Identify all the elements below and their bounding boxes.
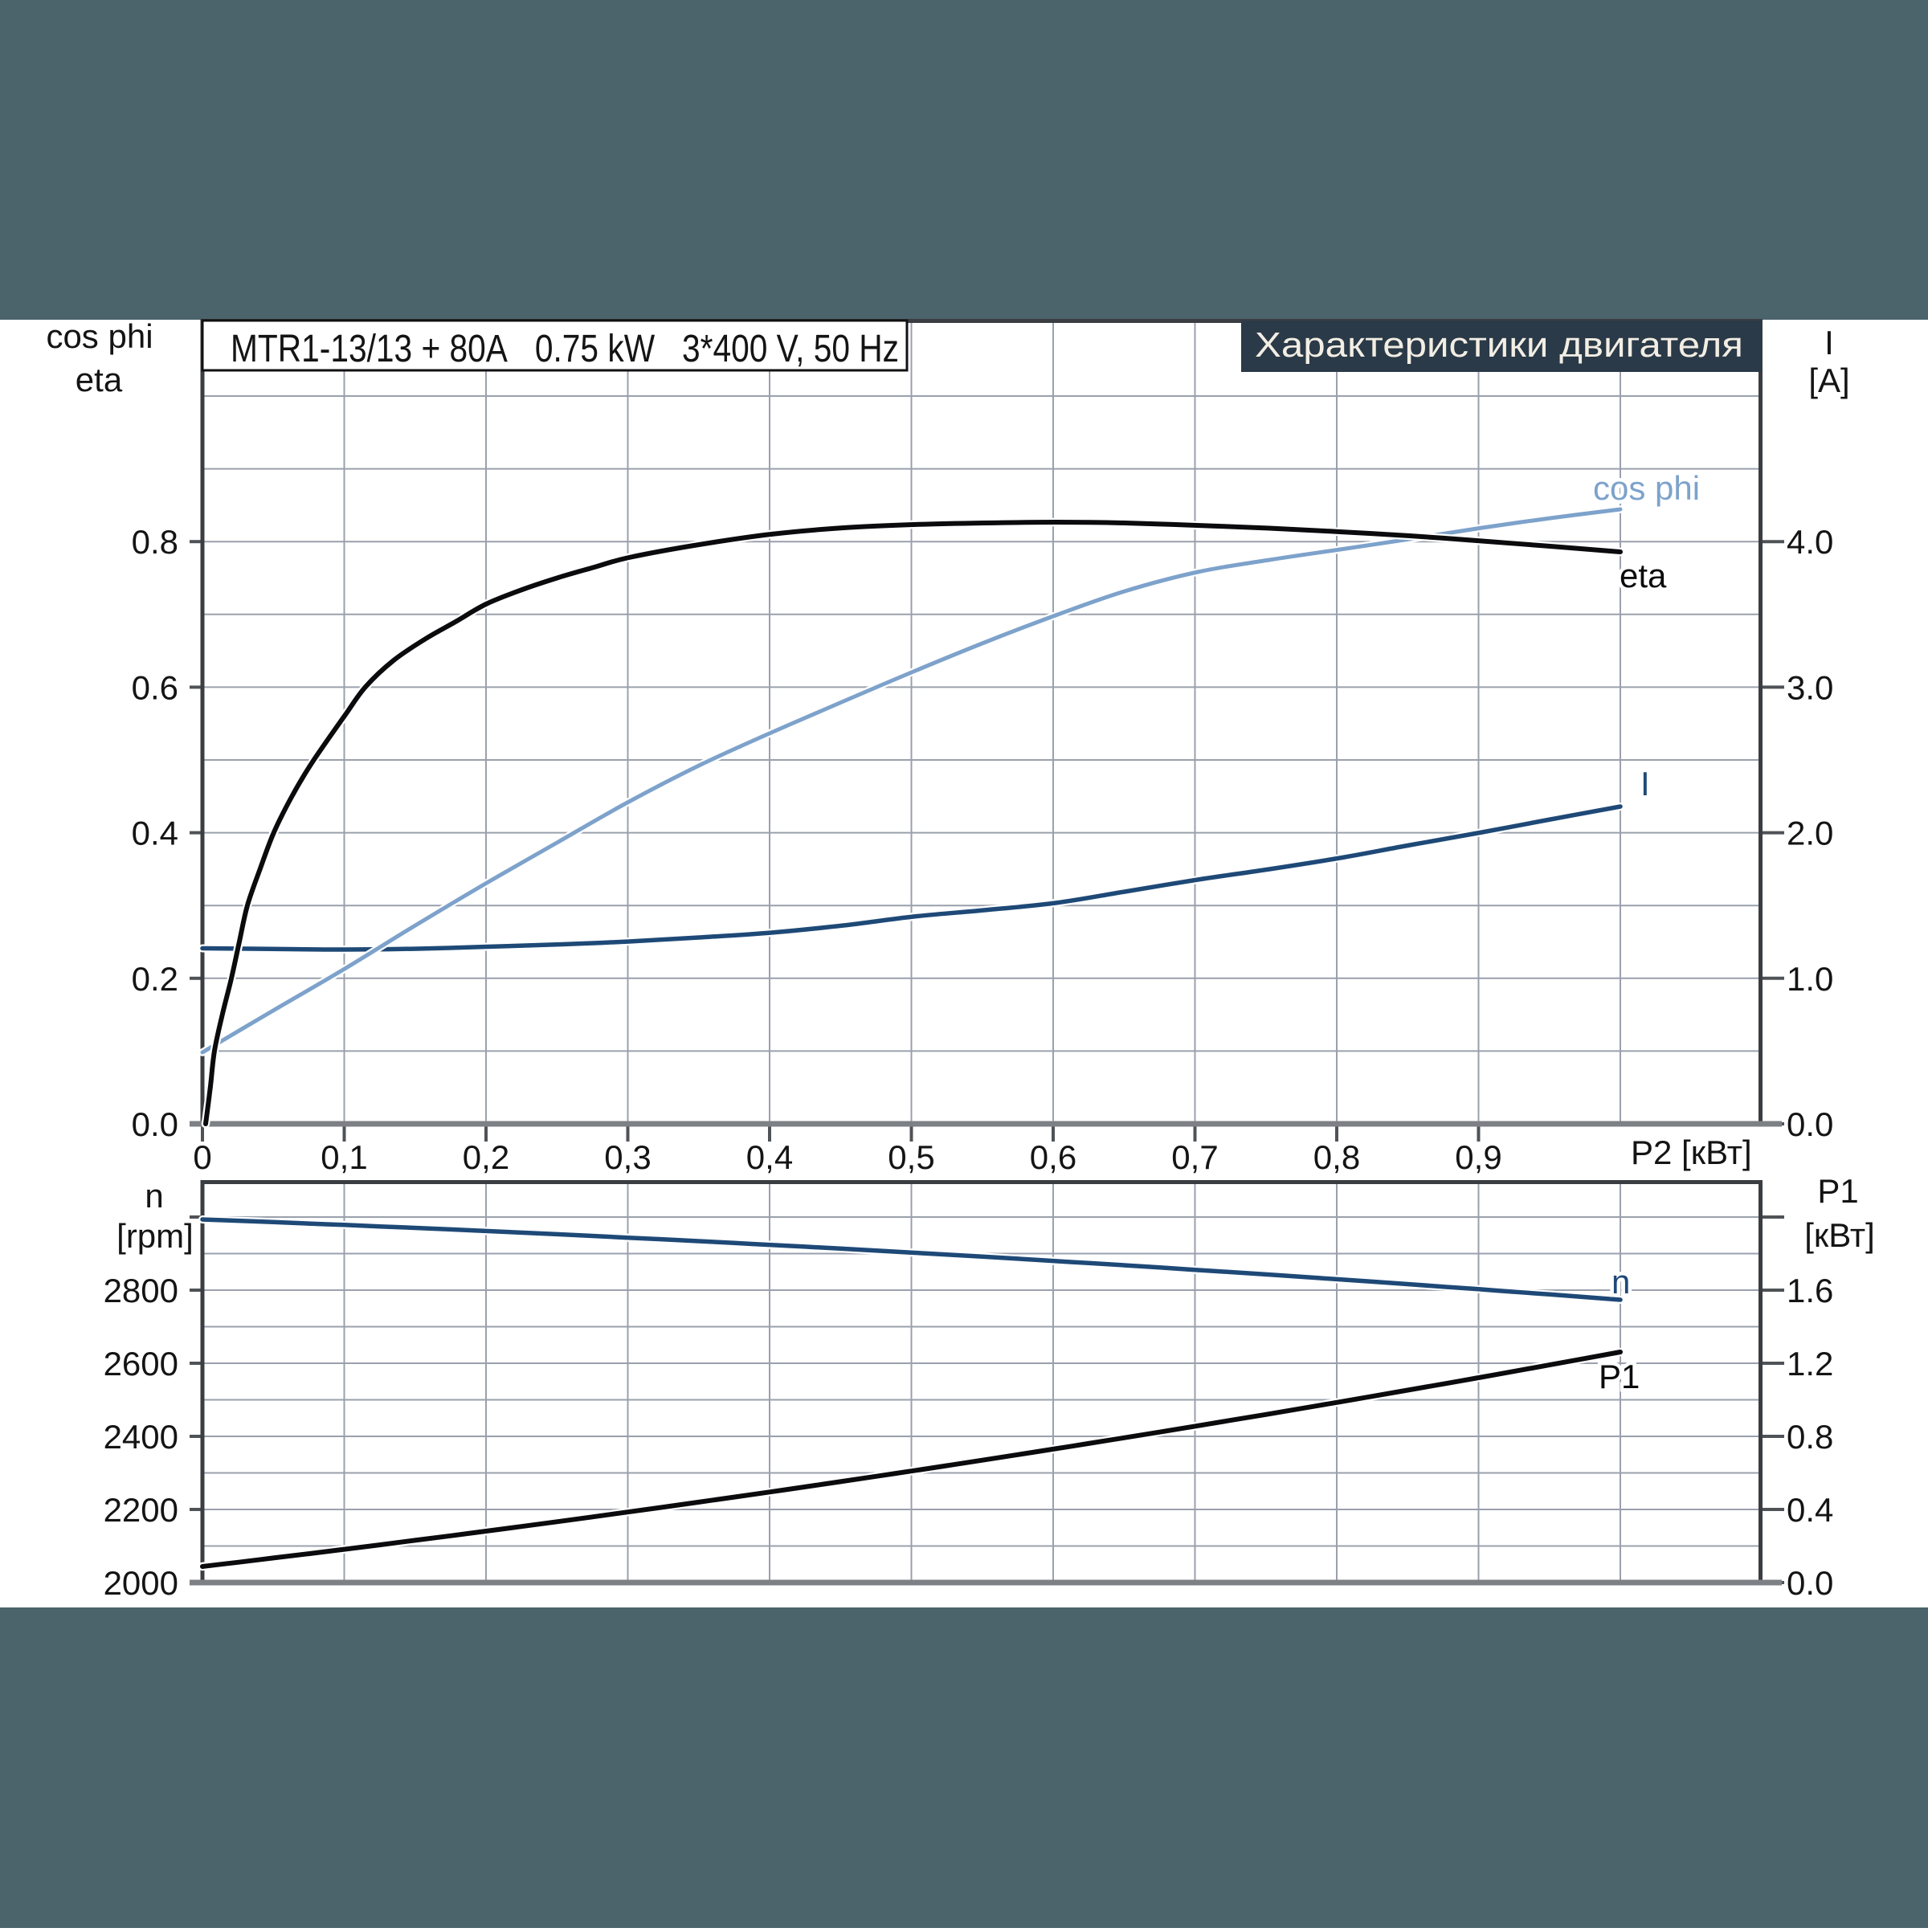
svg-text:P1: P1 <box>1599 1358 1640 1395</box>
svg-text:0,2: 0,2 <box>463 1138 509 1176</box>
svg-text:I: I <box>1824 324 1834 361</box>
svg-text:3.0: 3.0 <box>1787 668 1833 706</box>
svg-text:1.2: 1.2 <box>1787 1345 1833 1383</box>
svg-text:0.4: 0.4 <box>132 815 178 852</box>
svg-text:P1: P1 <box>1817 1172 1858 1210</box>
svg-text:0.8: 0.8 <box>132 523 178 561</box>
svg-text:0.2: 0.2 <box>132 960 178 998</box>
svg-text:0,5: 0,5 <box>888 1138 934 1176</box>
svg-text:0: 0 <box>193 1138 211 1176</box>
svg-text:2400: 2400 <box>104 1418 178 1456</box>
svg-text:0,6: 0,6 <box>1030 1138 1076 1176</box>
svg-text:[кВт]: [кВт] <box>1804 1216 1875 1254</box>
svg-text:I: I <box>1640 765 1650 803</box>
svg-text:MTR1-13/13 + 80A 0.75 kW 3: MTR1-13/13 + 80A 0.75 kW 3*400 V, 50 Hz <box>231 328 899 370</box>
svg-text:4.0: 4.0 <box>1787 523 1833 561</box>
svg-text:0.0: 0.0 <box>1787 1564 1833 1602</box>
svg-text:0.0: 0.0 <box>132 1105 178 1143</box>
svg-text:[rpm]: [rpm] <box>116 1217 194 1255</box>
svg-text:cos phi: cos phi <box>46 317 153 355</box>
svg-text:[A]: [A] <box>1808 361 1849 399</box>
svg-text:2200: 2200 <box>104 1491 178 1529</box>
svg-text:1.6: 1.6 <box>1787 1272 1833 1309</box>
svg-text:0.6: 0.6 <box>132 668 178 706</box>
svg-text:2.0: 2.0 <box>1787 815 1833 852</box>
svg-text:2800: 2800 <box>104 1272 178 1309</box>
svg-text:0,9: 0,9 <box>1455 1138 1501 1176</box>
svg-text:2600: 2600 <box>104 1345 178 1383</box>
svg-text:cos phi: cos phi <box>1593 469 1700 507</box>
svg-text:0.8: 0.8 <box>1787 1418 1833 1456</box>
svg-text:eta: eta <box>76 361 123 398</box>
svg-text:eta: eta <box>1620 557 1667 594</box>
svg-text:0,1: 0,1 <box>321 1138 367 1176</box>
svg-text:0.4: 0.4 <box>1787 1491 1833 1529</box>
svg-text:0,8: 0,8 <box>1313 1138 1360 1176</box>
svg-text:2000: 2000 <box>104 1564 178 1602</box>
svg-text:0,7: 0,7 <box>1171 1138 1218 1176</box>
svg-text:n: n <box>145 1177 163 1215</box>
svg-text:P2 [кВт]: P2 [кВт] <box>1631 1133 1752 1171</box>
svg-text:0.0: 0.0 <box>1787 1105 1833 1143</box>
svg-text:n: n <box>1611 1263 1630 1301</box>
svg-text:1.0: 1.0 <box>1787 960 1833 998</box>
svg-text:0,4: 0,4 <box>746 1138 793 1176</box>
svg-text:0,3: 0,3 <box>604 1138 651 1176</box>
svg-text:Характеристики двигателя: Характеристики двигателя <box>1255 325 1743 365</box>
